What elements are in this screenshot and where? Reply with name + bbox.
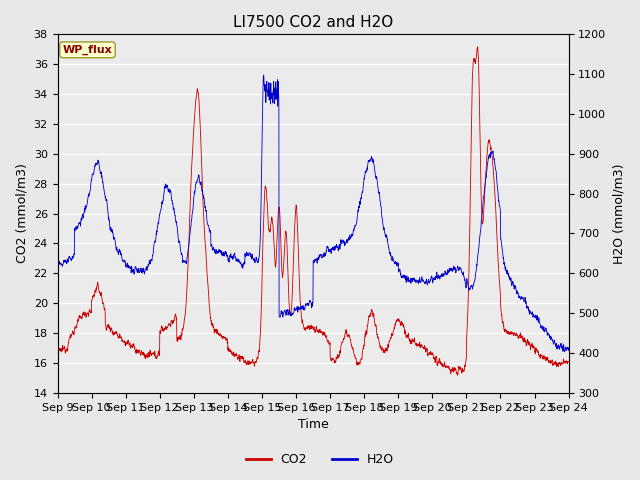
- CO2: [564, 359, 572, 365]
- CO2: [520, 335, 528, 341]
- H2O: [534, 315, 541, 321]
- Text: WP_flux: WP_flux: [63, 45, 113, 55]
- H2O: [564, 345, 572, 351]
- Title: LI7500 CO2 and H2O: LI7500 CO2 and H2O: [233, 15, 393, 30]
- CO2: [339, 340, 346, 346]
- H2O: [339, 239, 347, 244]
- Legend: CO2, H2O: CO2, H2O: [241, 448, 399, 471]
- CO2: [454, 372, 461, 378]
- H2O: [260, 72, 268, 78]
- Line: H2O: H2O: [58, 75, 568, 352]
- H2O: [520, 296, 527, 301]
- H2O: [328, 246, 335, 252]
- CO2: [328, 356, 335, 362]
- Y-axis label: H2O (mmol/m3): H2O (mmol/m3): [612, 163, 625, 264]
- CO2: [461, 360, 469, 366]
- Line: CO2: CO2: [58, 47, 568, 375]
- CO2: [196, 120, 204, 125]
- H2O: [561, 349, 568, 355]
- CO2: [54, 351, 61, 357]
- X-axis label: Time: Time: [298, 419, 328, 432]
- CO2: [474, 44, 481, 50]
- H2O: [54, 262, 61, 267]
- H2O: [461, 281, 469, 287]
- H2O: [196, 180, 204, 185]
- Y-axis label: CO2 (mmol/m3): CO2 (mmol/m3): [15, 164, 28, 264]
- CO2: [534, 350, 542, 356]
